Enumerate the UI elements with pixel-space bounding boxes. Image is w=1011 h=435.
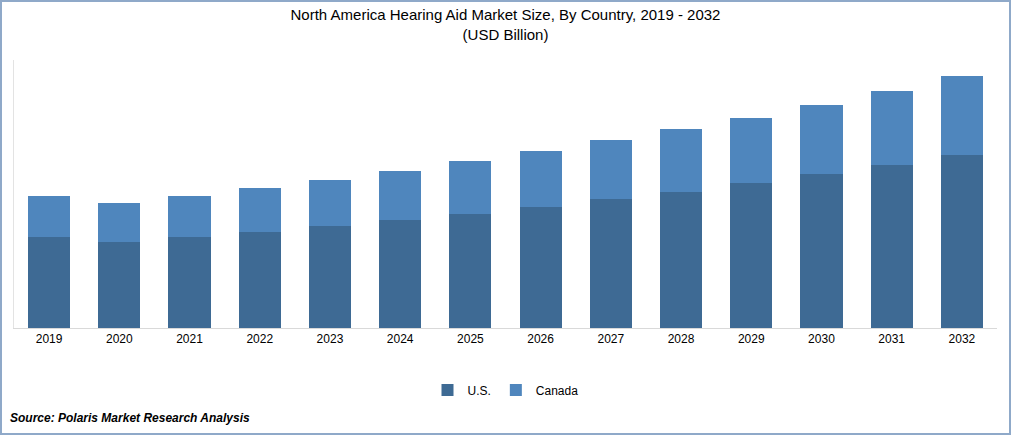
- svg-text:2023: 2023: [317, 332, 344, 346]
- svg-text:2026: 2026: [527, 332, 554, 346]
- svg-text:Canada: Canada: [536, 384, 578, 398]
- svg-text:2019: 2019: [36, 332, 63, 346]
- svg-text:2020: 2020: [106, 332, 133, 346]
- svg-text:2030: 2030: [808, 332, 835, 346]
- svg-text:U.S.: U.S.: [468, 384, 491, 398]
- svg-text:2029: 2029: [738, 332, 765, 346]
- svg-text:2028: 2028: [668, 332, 695, 346]
- svg-text:Source: Polaris Market Researc: Source: Polaris Market Research Analysis: [10, 411, 250, 425]
- svg-text:2024: 2024: [387, 332, 414, 346]
- svg-text:2032: 2032: [949, 332, 976, 346]
- svg-text:2022: 2022: [246, 332, 273, 346]
- svg-text:North America Hearing Aid Mark: North America Hearing Aid Market Size, B…: [291, 6, 721, 43]
- svg-text:2031: 2031: [878, 332, 905, 346]
- svg-text:2027: 2027: [597, 332, 624, 346]
- svg-text:2025: 2025: [457, 332, 484, 346]
- svg-text:2021: 2021: [176, 332, 203, 346]
